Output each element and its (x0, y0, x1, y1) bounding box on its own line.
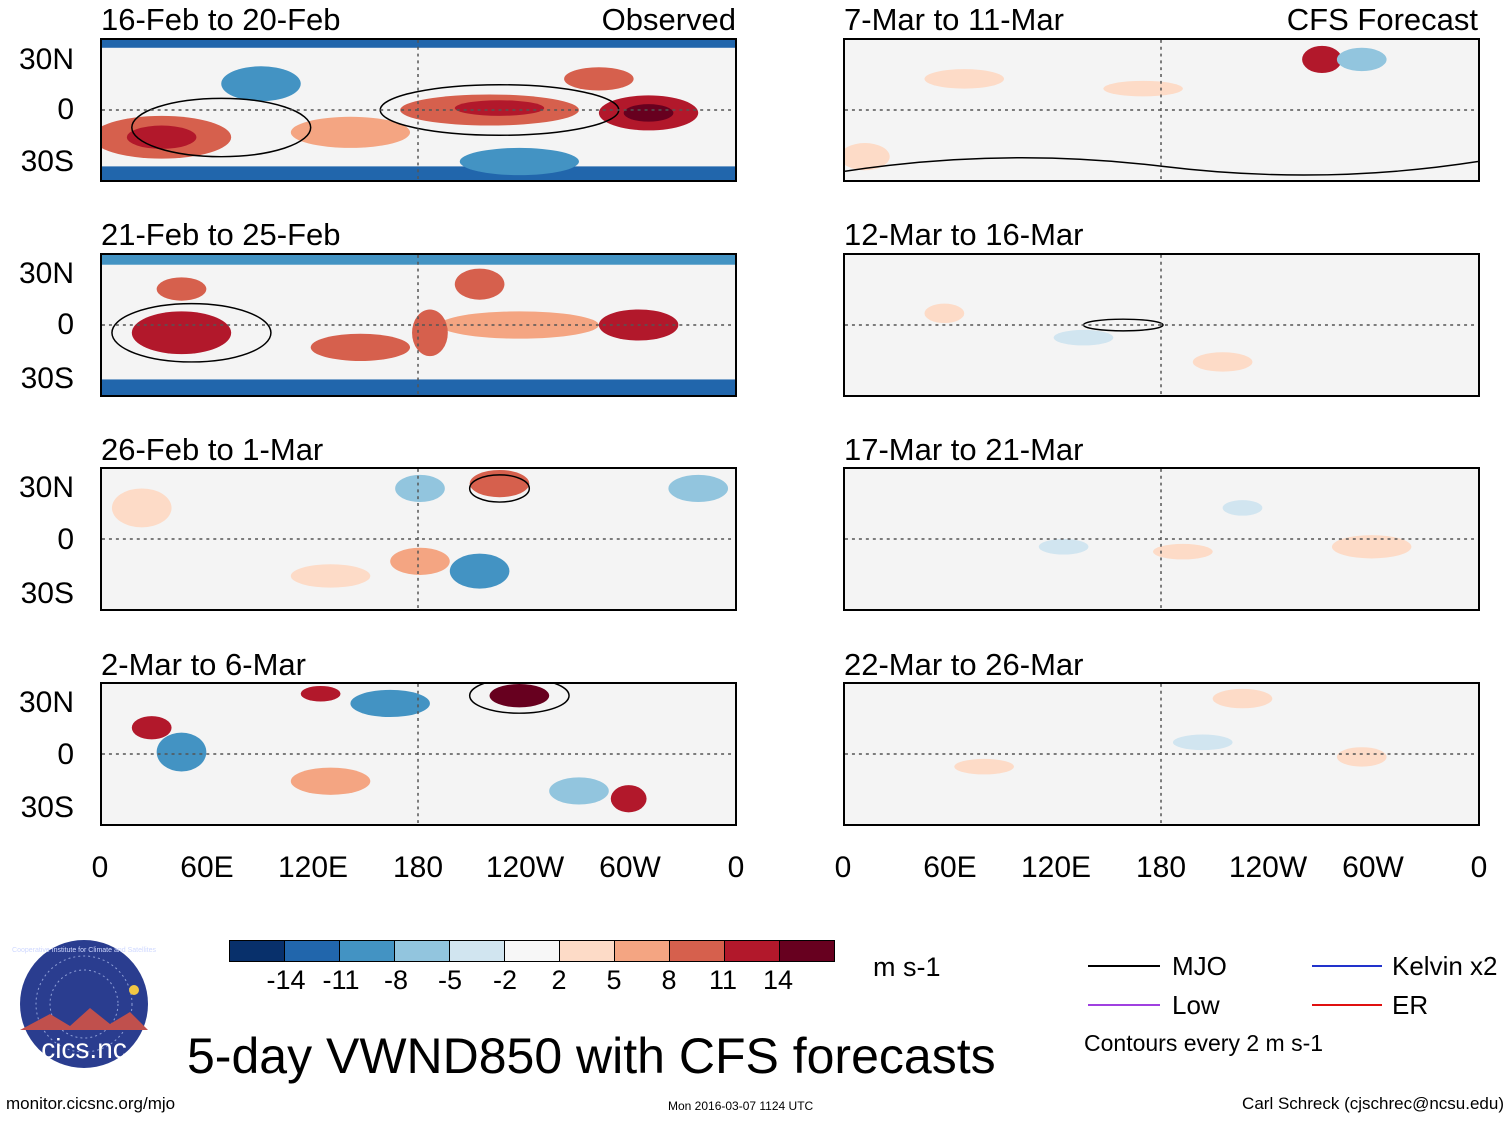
lat-label-0: 0 (57, 308, 74, 341)
colorbar-swatch (614, 940, 670, 962)
lon-label: 0 (91, 851, 109, 884)
colorbar-label: -14 (266, 965, 306, 995)
colorbar-label: -8 (383, 965, 408, 995)
lat-label-30s: 30S (20, 145, 74, 178)
colorbar-swatch (229, 940, 285, 962)
map-plot (100, 467, 737, 611)
colorbar-swatch (724, 940, 780, 962)
lon-label: 0 (1470, 851, 1488, 884)
lon-label: 180 (1135, 851, 1187, 884)
lon-label: 0 (727, 851, 745, 884)
colorbar-label: -11 (322, 965, 360, 995)
lat-label-30n: 30N (18, 43, 74, 76)
map-plot (100, 38, 737, 182)
legend-swatch-low (1088, 1004, 1160, 1006)
lon-label: 60E (923, 851, 977, 884)
map-plot (843, 253, 1480, 397)
lat-label-30s: 30S (20, 577, 74, 610)
lon-label: 0 (834, 851, 852, 884)
map-plot (843, 38, 1480, 182)
lon-label: 120E (277, 851, 349, 884)
lat-label-0: 0 (57, 738, 74, 771)
colorbar-label: 2 (551, 965, 567, 995)
lon-label: 60E (180, 851, 234, 884)
panel-title: 7-Mar to 11-Mar (844, 2, 1064, 37)
lon-label: 180 (392, 851, 444, 884)
colorbar-label: -5 (437, 965, 462, 995)
logo-ring-text: Cooperative Institute for Climate and Sa… (12, 947, 156, 954)
panel-title: 2-Mar to 6-Mar (101, 647, 306, 682)
panel-title: 21-Feb to 25-Feb (101, 217, 341, 252)
lon-label: 60W (1342, 851, 1404, 884)
panel-tag: Observed (601, 2, 736, 37)
colorbar-swatch (339, 940, 395, 962)
legend-label-low: Low (1172, 990, 1220, 1020)
legend-swatch-er (1312, 1004, 1382, 1006)
colorbar-swatch (559, 940, 615, 962)
main-title: 5-day VWND850 with CFS forecasts (187, 1028, 996, 1084)
panel-title: 17-Mar to 21-Mar (844, 432, 1084, 467)
footer-url: monitor.cicsnc.org/mjo (6, 1094, 176, 1113)
map-plot (100, 253, 737, 397)
legend-swatch-kelvin (1312, 965, 1382, 967)
legend-label-er: ER (1392, 990, 1429, 1020)
footer-author: Carl Schreck (cjschrec@ncsu.edu) (1242, 1094, 1504, 1113)
legend-label-mjo: MJO (1172, 951, 1227, 981)
legend-note: Contours every 2 m s-1 (1084, 1030, 1324, 1056)
lon-label: 120W (1228, 851, 1308, 884)
legend-label-kelvin: Kelvin x2 (1392, 951, 1498, 981)
colorbar-label: 8 (661, 965, 677, 995)
colorbar-swatch (669, 940, 725, 962)
panel-title: 22-Mar to 26-Mar (844, 647, 1084, 682)
colorbar-label: 5 (606, 965, 622, 995)
colorbar-swatch (449, 940, 505, 962)
colorbar-label: 11 (708, 965, 738, 995)
colorbar-label: 14 (762, 965, 794, 995)
panel-title: 26-Feb to 1-Mar (101, 432, 324, 467)
panel-title: 16-Feb to 20-Feb (101, 2, 341, 37)
colorbar-swatch (284, 940, 340, 962)
cicsnc-logo: cics.nc Cooperative Institute for Climat… (10, 938, 158, 1070)
map-plot (843, 682, 1480, 826)
footer-timestamp: Mon 2016-03-07 1124 UTC (668, 1099, 814, 1113)
panel-tag: CFS Forecast (1286, 2, 1478, 37)
lat-label-0: 0 (57, 93, 74, 126)
colorbar-label: -2 (492, 965, 517, 995)
lat-label-30s: 30S (20, 791, 74, 824)
colorbar-swatch (779, 940, 835, 962)
lon-label: 120E (1020, 851, 1092, 884)
colorbar-swatch (504, 940, 560, 962)
lat-label-30n: 30N (18, 686, 74, 719)
map-plot (843, 467, 1480, 611)
logo-text: cics.nc (41, 1033, 127, 1064)
colorbar-units: m s-1 (873, 952, 941, 982)
lon-label: 120W (485, 851, 565, 884)
lat-label-30n: 30N (18, 257, 74, 290)
lat-label-30n: 30N (18, 471, 74, 504)
lat-label-0: 0 (57, 523, 74, 556)
lon-label: 60W (599, 851, 661, 884)
map-plot (100, 682, 737, 826)
legend-swatch-mjo (1088, 965, 1160, 967)
panel-title: 12-Mar to 16-Mar (844, 217, 1084, 252)
lat-label-30s: 30S (20, 362, 74, 395)
colorbar-swatch (394, 940, 450, 962)
